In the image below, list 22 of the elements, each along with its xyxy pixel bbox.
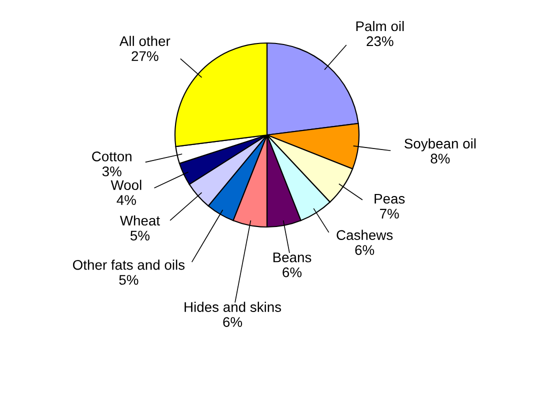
slice-label: Hides and skins bbox=[184, 302, 282, 312]
slice-label: Soybean oil bbox=[404, 138, 476, 152]
data-label: 4% bbox=[116, 195, 136, 205]
data-label: 6% bbox=[282, 267, 302, 278]
slice-label: All other bbox=[119, 36, 170, 46]
data-label: 3% bbox=[102, 166, 122, 176]
slice-label: Peas bbox=[374, 194, 405, 204]
slice-label: Wool bbox=[110, 180, 142, 190]
data-label: 27% bbox=[132, 51, 158, 61]
data-label: 8% bbox=[430, 154, 450, 164]
data-label: 5% bbox=[130, 230, 150, 241]
data-label: 23% bbox=[366, 36, 394, 46]
slice-label: Other fats and oils bbox=[73, 260, 185, 270]
data-label: 6% bbox=[223, 317, 242, 327]
slice-label: Palm oil bbox=[356, 20, 404, 32]
slice-label: Cashews bbox=[336, 230, 393, 240]
data-label: 6% bbox=[355, 245, 374, 255]
slice-label: Cotton bbox=[92, 152, 132, 162]
data-label: 7% bbox=[380, 208, 399, 219]
data-label: 5% bbox=[119, 275, 138, 285]
slice-label: Wheat bbox=[120, 215, 160, 226]
slice-label: Beans bbox=[273, 252, 312, 262]
